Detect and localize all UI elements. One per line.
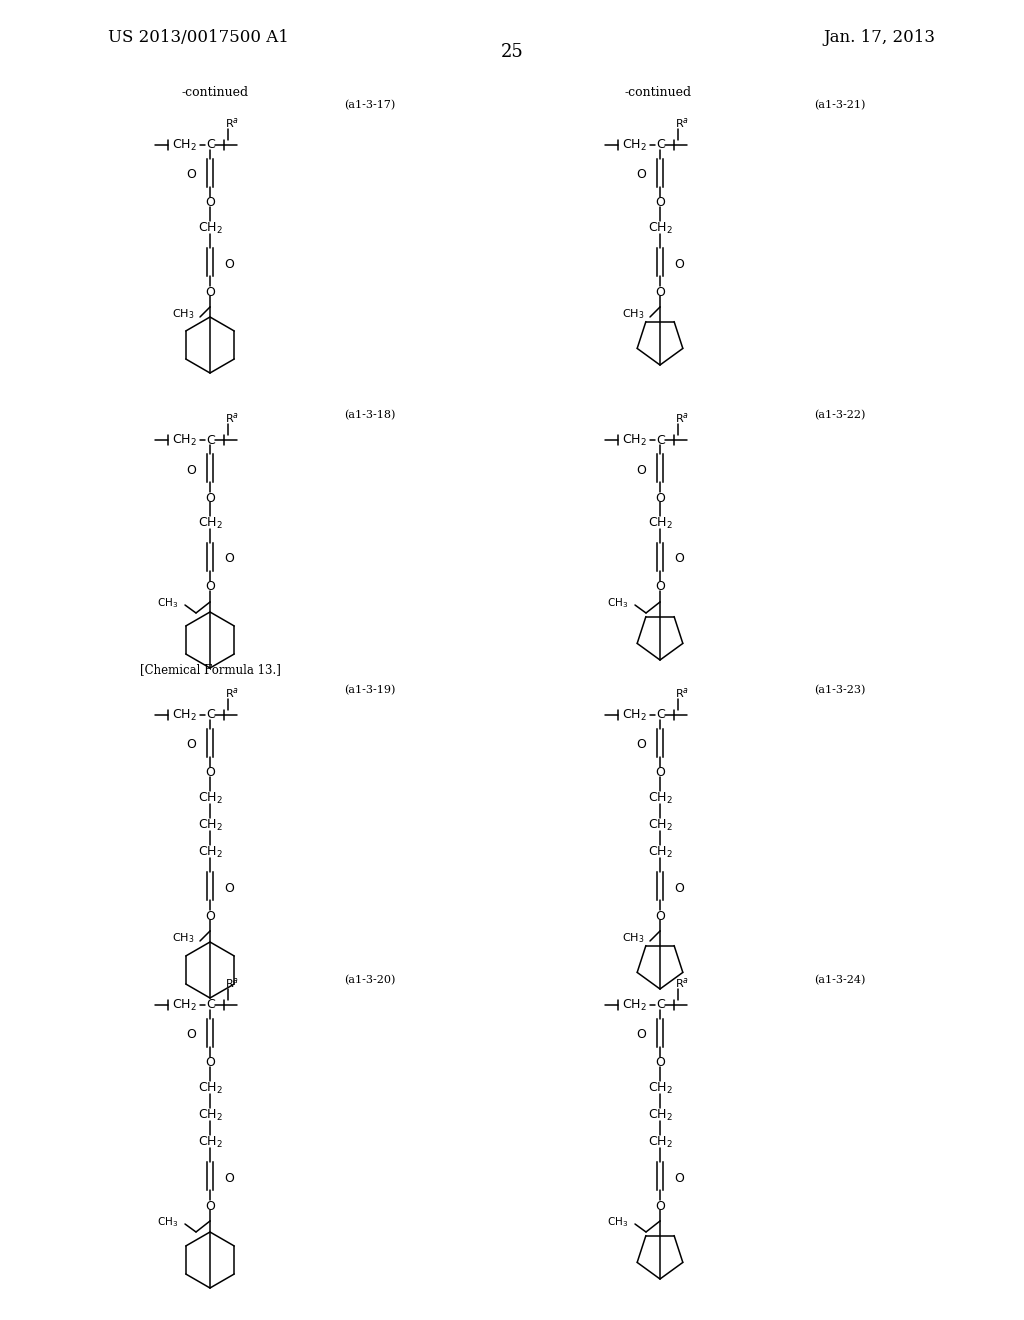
- Text: R$^a$: R$^a$: [225, 411, 239, 425]
- Text: O: O: [205, 197, 215, 210]
- Text: CH$_3$: CH$_3$: [171, 308, 194, 321]
- Text: O: O: [224, 1172, 233, 1184]
- Text: O: O: [186, 169, 196, 181]
- Text: R$^a$: R$^a$: [225, 686, 239, 700]
- Text: (a1-3-18): (a1-3-18): [344, 409, 395, 420]
- Text: CH$_2$: CH$_2$: [647, 817, 673, 833]
- Text: R$^a$: R$^a$: [225, 116, 239, 129]
- Text: CH$_2$: CH$_2$: [172, 433, 197, 447]
- Text: CH$_2$: CH$_2$: [647, 1134, 673, 1150]
- Text: C: C: [207, 998, 215, 1011]
- Text: O: O: [186, 738, 196, 751]
- Text: O: O: [636, 1028, 646, 1041]
- Text: CH$_3$: CH$_3$: [607, 597, 628, 610]
- Text: CH$_2$: CH$_2$: [198, 1081, 222, 1096]
- Text: O: O: [205, 285, 215, 298]
- Text: O: O: [186, 463, 196, 477]
- Text: O: O: [674, 1172, 684, 1184]
- Text: 25: 25: [501, 44, 523, 61]
- Text: CH$_2$: CH$_2$: [647, 791, 673, 805]
- Text: (a1-3-23): (a1-3-23): [814, 685, 865, 696]
- Text: O: O: [655, 909, 665, 923]
- Text: CH$_3$: CH$_3$: [622, 308, 644, 321]
- Text: CH$_2$: CH$_2$: [647, 220, 673, 235]
- Text: CH$_3$: CH$_3$: [157, 597, 178, 610]
- Text: [Chemical Formula 13.]: [Chemical Formula 13.]: [140, 664, 281, 676]
- Text: CH$_2$: CH$_2$: [198, 1107, 222, 1122]
- Text: O: O: [205, 581, 215, 594]
- Text: C: C: [656, 709, 666, 722]
- Text: (a1-3-19): (a1-3-19): [344, 685, 395, 696]
- Text: (a1-3-17): (a1-3-17): [344, 100, 395, 110]
- Text: Jan. 17, 2013: Jan. 17, 2013: [823, 29, 935, 46]
- Text: CH$_2$: CH$_2$: [172, 137, 197, 153]
- Text: O: O: [224, 882, 233, 895]
- Text: C: C: [656, 998, 666, 1011]
- Text: CH$_2$: CH$_2$: [172, 998, 197, 1012]
- Text: CH$_2$: CH$_2$: [647, 515, 673, 531]
- Text: CH$_2$: CH$_2$: [622, 998, 646, 1012]
- Text: CH$_2$: CH$_2$: [198, 515, 222, 531]
- Text: CH$_2$: CH$_2$: [647, 1081, 673, 1096]
- Text: O: O: [655, 1056, 665, 1069]
- Text: C: C: [207, 139, 215, 152]
- Text: O: O: [655, 767, 665, 780]
- Text: O: O: [205, 909, 215, 923]
- Text: O: O: [655, 1200, 665, 1213]
- Text: CH$_2$: CH$_2$: [647, 845, 673, 859]
- Text: CH$_2$: CH$_2$: [198, 845, 222, 859]
- Text: CH$_3$: CH$_3$: [171, 931, 194, 945]
- Text: (a1-3-24): (a1-3-24): [814, 975, 865, 985]
- Text: O: O: [205, 1056, 215, 1069]
- Text: (a1-3-20): (a1-3-20): [344, 975, 395, 985]
- Text: O: O: [186, 1028, 196, 1041]
- Text: CH$_2$: CH$_2$: [172, 708, 197, 722]
- Text: R$^a$: R$^a$: [675, 975, 689, 990]
- Text: O: O: [205, 1200, 215, 1213]
- Text: R$^a$: R$^a$: [675, 686, 689, 700]
- Text: R$^a$: R$^a$: [675, 411, 689, 425]
- Text: CH$_3$: CH$_3$: [607, 1216, 628, 1229]
- Text: -continued: -continued: [181, 86, 249, 99]
- Text: CH$_2$: CH$_2$: [647, 1107, 673, 1122]
- Text: R$^a$: R$^a$: [225, 975, 239, 990]
- Text: O: O: [636, 738, 646, 751]
- Text: -continued: -continued: [625, 86, 691, 99]
- Text: R$^a$: R$^a$: [675, 116, 689, 129]
- Text: O: O: [224, 257, 233, 271]
- Text: O: O: [674, 257, 684, 271]
- Text: CH$_2$: CH$_2$: [622, 708, 646, 722]
- Text: CH$_2$: CH$_2$: [198, 791, 222, 805]
- Text: C: C: [207, 709, 215, 722]
- Text: O: O: [655, 197, 665, 210]
- Text: O: O: [674, 553, 684, 565]
- Text: O: O: [636, 169, 646, 181]
- Text: CH$_2$: CH$_2$: [622, 433, 646, 447]
- Text: O: O: [224, 553, 233, 565]
- Text: O: O: [655, 491, 665, 504]
- Text: CH$_3$: CH$_3$: [157, 1216, 178, 1229]
- Text: (a1-3-22): (a1-3-22): [814, 409, 865, 420]
- Text: CH$_2$: CH$_2$: [198, 817, 222, 833]
- Text: CH$_3$: CH$_3$: [622, 931, 644, 945]
- Text: O: O: [636, 463, 646, 477]
- Text: C: C: [656, 139, 666, 152]
- Text: CH$_2$: CH$_2$: [198, 1134, 222, 1150]
- Text: CH$_2$: CH$_2$: [198, 220, 222, 235]
- Text: O: O: [655, 285, 665, 298]
- Text: O: O: [205, 767, 215, 780]
- Text: CH$_2$: CH$_2$: [622, 137, 646, 153]
- Text: (a1-3-21): (a1-3-21): [814, 100, 865, 110]
- Text: US 2013/0017500 A1: US 2013/0017500 A1: [108, 29, 289, 46]
- Text: O: O: [205, 491, 215, 504]
- Text: C: C: [656, 433, 666, 446]
- Text: C: C: [207, 433, 215, 446]
- Text: O: O: [655, 581, 665, 594]
- Text: O: O: [674, 882, 684, 895]
